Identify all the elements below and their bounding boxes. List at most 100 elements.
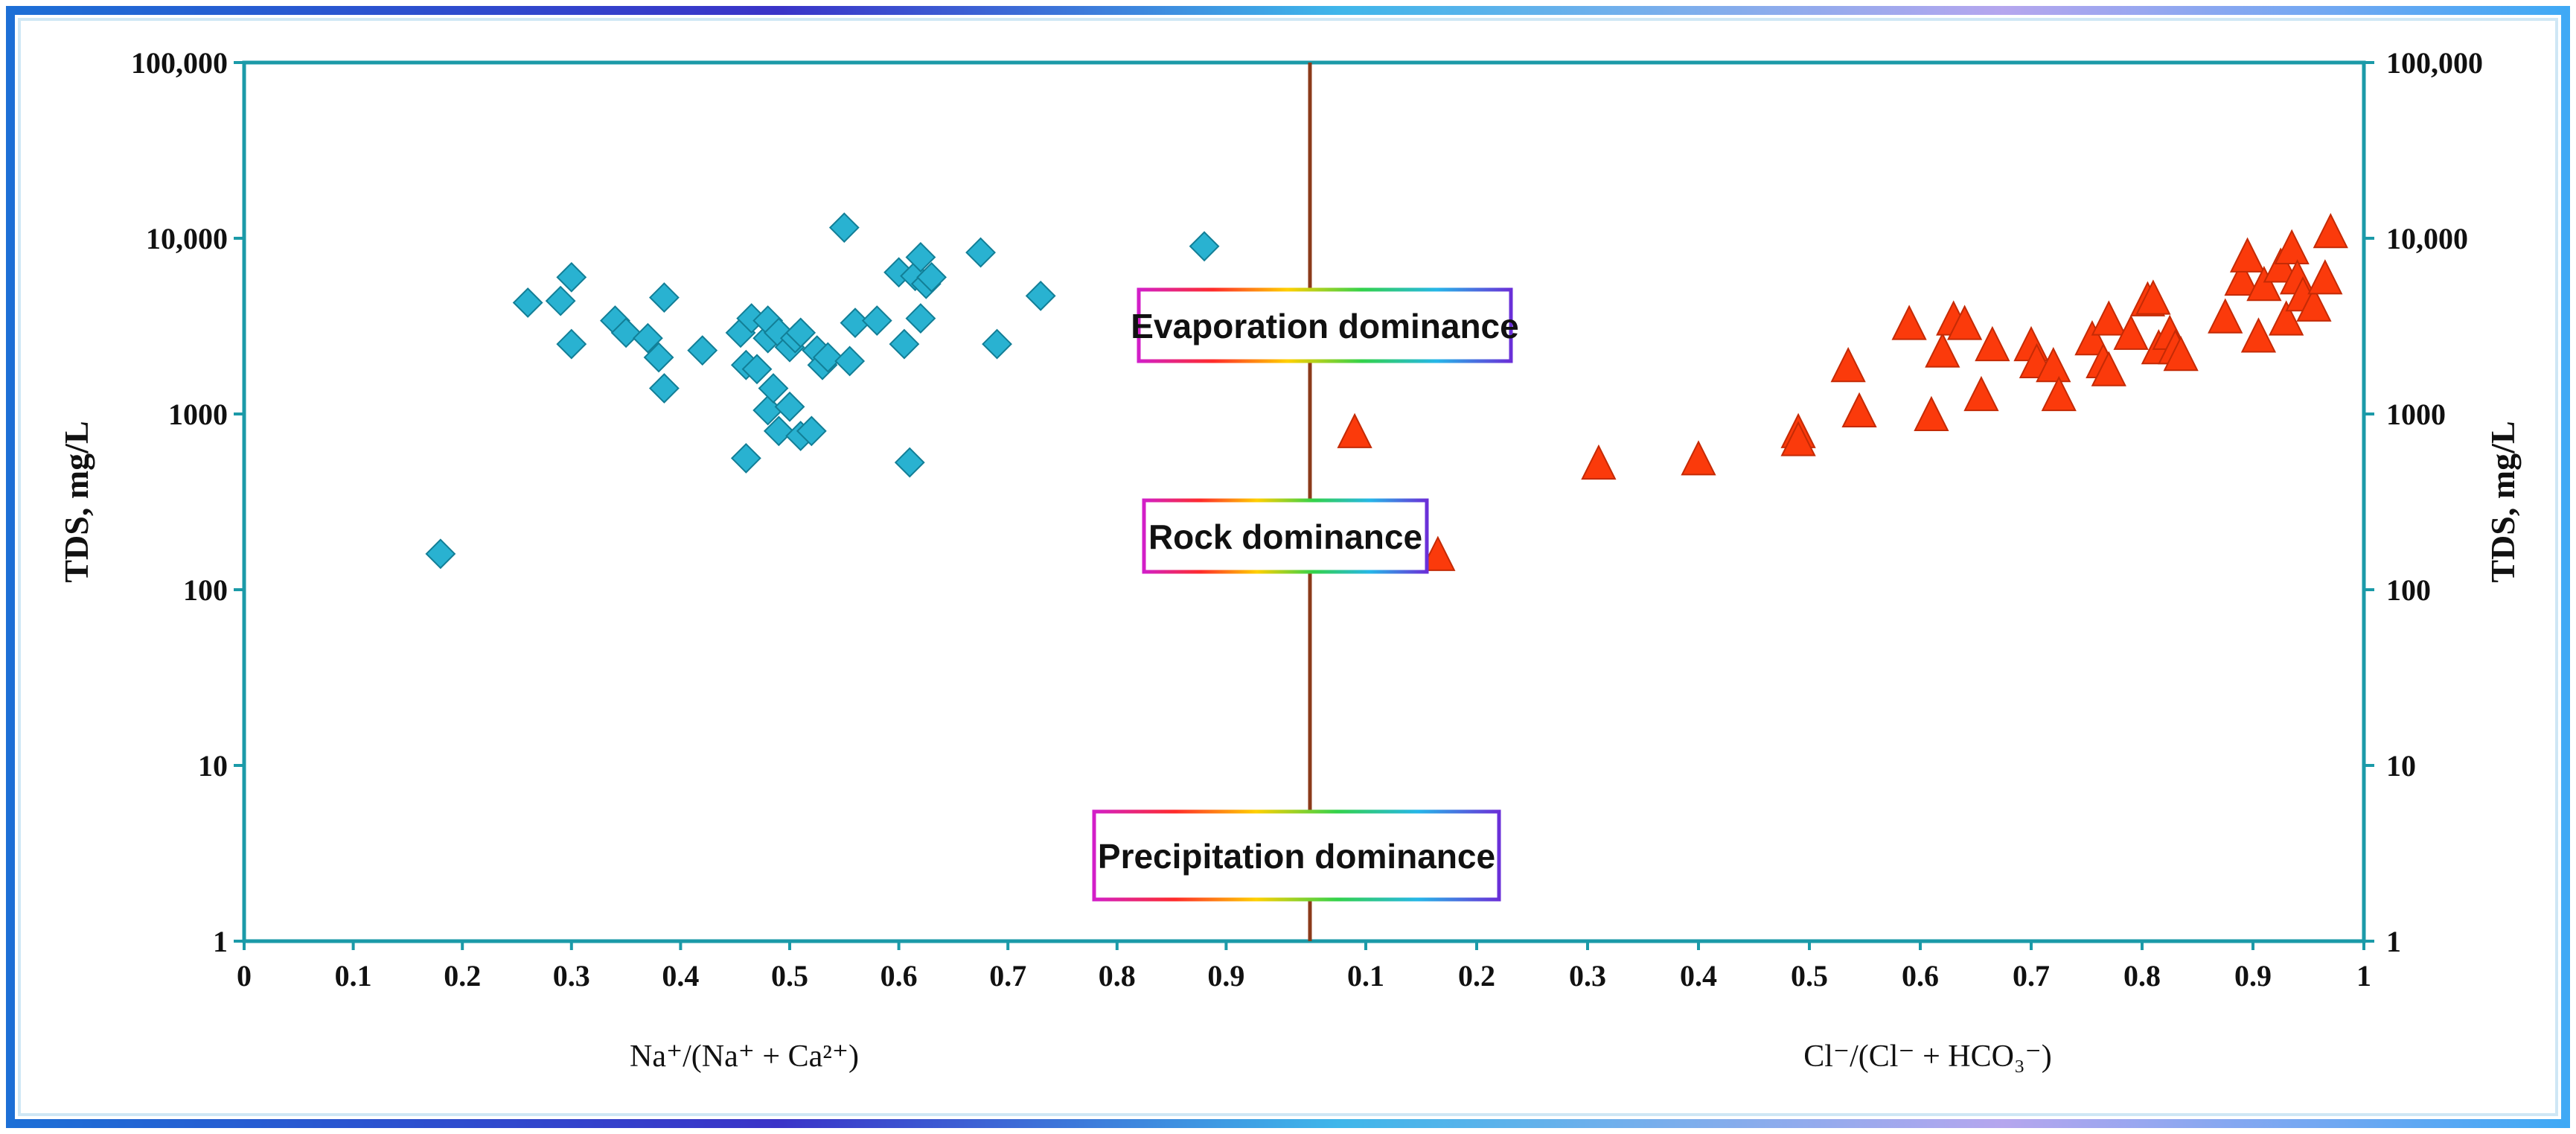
data-point-triangle xyxy=(1841,392,1877,427)
left-y-tick-label: 10 xyxy=(198,749,228,783)
left-x-tick-label: 0.7 xyxy=(989,959,1026,993)
data-point-triangle xyxy=(2091,351,2126,386)
data-point-triangle xyxy=(2263,247,2298,283)
left-x-tick-label: 0.3 xyxy=(553,959,590,993)
data-point-triangle xyxy=(2296,286,2332,322)
data-point-triangle xyxy=(2036,346,2071,383)
right-x-tick-label: 0.6 xyxy=(1902,959,1939,993)
data-point-triangle xyxy=(2269,300,2304,336)
left-y-axis-title: TDS, mg/L xyxy=(57,421,95,582)
left-x-tick-label: 0.2 xyxy=(444,959,481,993)
data-point-diamond xyxy=(796,415,827,447)
data-point-diamond xyxy=(610,317,642,348)
right-x-axis-title: Cl⁻/(Cl⁻ + HCO₃⁻) xyxy=(1803,1039,2052,1074)
rock-dominance-box: Rock dominance xyxy=(1142,498,1429,574)
data-point-diamond xyxy=(512,287,543,318)
left-y-tick-label: 100,000 xyxy=(131,46,228,80)
data-point-diamond xyxy=(812,342,843,373)
data-point-diamond xyxy=(982,328,1012,360)
data-point-diamond xyxy=(648,373,680,404)
right-x-tick-label: 0.8 xyxy=(2123,959,2161,993)
right-y-tick-label: 1 xyxy=(2386,925,2401,958)
left-y-tick-label: 100 xyxy=(183,573,228,607)
data-point-diamond xyxy=(643,342,674,373)
data-point-triangle xyxy=(2246,266,2282,302)
precipitation-dominance-frame xyxy=(1092,809,1501,902)
data-point-diamond xyxy=(1189,231,1220,262)
data-point-diamond xyxy=(730,443,761,474)
precipitation-dominance-label: Precipitation dominance xyxy=(1098,837,1495,876)
data-point-triangle xyxy=(2307,259,2343,295)
data-point-diamond xyxy=(556,261,587,293)
data-point-triangle xyxy=(1780,421,1816,456)
left-x-axis: 0 0.1 0.2 0.3 0.4 0.5 0.6 0.7 0.8 0.9 xyxy=(237,941,1244,993)
data-point-triangle xyxy=(2274,229,2310,264)
right-y-tick-label: 100 xyxy=(2386,573,2431,607)
right-x-tick-label: 0.1 xyxy=(1347,959,1384,993)
data-point-diamond xyxy=(763,415,794,447)
data-point-triangle xyxy=(2041,375,2077,412)
left-y-tick-label: 10,000 xyxy=(146,222,228,255)
data-point-diamond xyxy=(861,305,892,336)
data-point-triangle xyxy=(1975,325,2010,362)
data-point-triangle xyxy=(2229,237,2266,273)
data-point-triangle xyxy=(1420,535,1456,571)
data-point-diamond xyxy=(828,212,860,243)
data-point-triangle xyxy=(2224,260,2260,296)
data-point-triangle xyxy=(1891,305,1927,340)
left-x-tick-label: 0.9 xyxy=(1207,959,1244,993)
data-point-triangle xyxy=(2240,317,2277,353)
evaporation-dominance-label: Evaporation dominance xyxy=(1131,307,1518,345)
left-x-axis-title: Na⁺/(Na⁺ + Ca²⁺) xyxy=(630,1039,859,1074)
data-point-diamond xyxy=(894,447,925,478)
left-x-tick-label: 0.1 xyxy=(335,959,372,993)
right-y-tick-label: 10 xyxy=(2386,749,2416,783)
data-point-diamond xyxy=(916,261,947,293)
data-point-triangle xyxy=(1681,440,1716,476)
data-point-triangle xyxy=(2074,319,2110,356)
data-point-triangle xyxy=(1963,375,1999,412)
data-point-diamond xyxy=(758,373,789,404)
right-y-axis-title: TDS, mg/L xyxy=(2484,421,2522,582)
data-point-triangle xyxy=(1925,332,1960,368)
data-point-diamond xyxy=(905,303,936,334)
data-point-triangle xyxy=(2313,212,2348,249)
left-y-tick-label: 1000 xyxy=(168,398,228,431)
evaporation-dominance-box: Evaporation dominance xyxy=(1131,287,1519,363)
evaporation-dominance-frame xyxy=(1137,287,1513,363)
right-x-tick-label: 0.2 xyxy=(1458,959,1495,993)
data-point-triangle xyxy=(1946,305,1983,340)
data-point-diamond xyxy=(633,322,663,354)
right-y-axis: 1 10 100 1000 10,000 100,000 xyxy=(2364,46,2483,958)
data-point-diamond xyxy=(965,237,996,268)
rock-dominance-frame xyxy=(1142,498,1429,574)
data-point-diamond xyxy=(741,354,773,385)
data-point-triangle xyxy=(2135,279,2171,315)
inner-frame xyxy=(18,18,2558,1116)
data-point-triangle xyxy=(2113,314,2149,350)
right-x-tick-label: 0.9 xyxy=(2234,959,2272,993)
data-point-diamond xyxy=(545,285,576,316)
plot-area xyxy=(242,60,2366,943)
left-x-tick-label: 0.5 xyxy=(771,959,808,993)
data-point-diamond xyxy=(834,345,866,377)
cl-ratio-series xyxy=(1337,212,2348,571)
data-point-triangle xyxy=(1830,346,1866,383)
left-y-tick-label: 1 xyxy=(213,925,228,958)
right-x-axis: 0.1 0.2 0.3 0.4 0.5 0.6 0.7 0.8 0.9 1 xyxy=(1347,941,2371,993)
data-point-diamond xyxy=(1025,280,1056,311)
left-x-tick-label: 0.8 xyxy=(1099,959,1136,993)
left-x-tick-label: 0.4 xyxy=(662,959,699,993)
data-point-diamond xyxy=(774,391,805,422)
right-x-tick-label: 0.5 xyxy=(1791,959,1828,993)
data-point-diamond xyxy=(889,328,920,360)
data-point-diamond xyxy=(425,538,456,570)
left-x-tick-label: 0.6 xyxy=(880,959,918,993)
precipitation-dominance-box: Precipitation dominance xyxy=(1092,809,1501,902)
data-point-triangle xyxy=(2163,335,2199,372)
data-point-diamond xyxy=(556,328,587,360)
data-point-diamond xyxy=(785,317,816,348)
left-x-tick-label: 0 xyxy=(237,959,252,993)
right-y-tick-label: 10,000 xyxy=(2386,222,2468,255)
